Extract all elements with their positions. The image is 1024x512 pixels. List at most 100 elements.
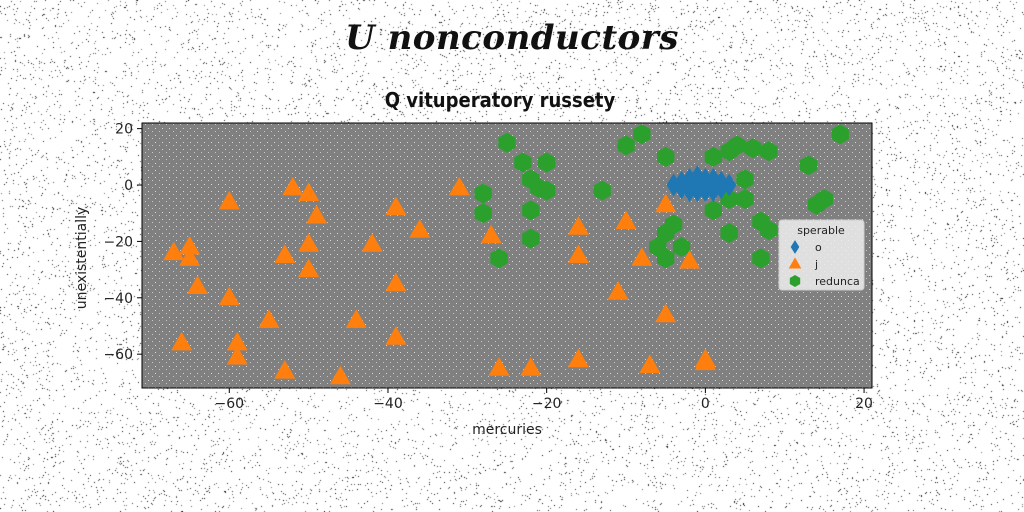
point-o-16 xyxy=(721,173,737,197)
point-j-11 xyxy=(274,360,296,379)
point-j-35 xyxy=(655,303,677,323)
point-redunca-25 xyxy=(728,135,746,156)
point-o-10 xyxy=(666,173,681,197)
point-j-26 xyxy=(488,357,510,376)
point-j-8 xyxy=(226,345,248,365)
legend-label-redunca: redunca xyxy=(815,275,860,288)
point-j-25 xyxy=(480,224,502,244)
x-tick-label: −20 xyxy=(532,396,562,412)
point-j-22 xyxy=(385,326,407,345)
point-j-19 xyxy=(361,233,383,252)
y-tick-label: 20 xyxy=(115,122,133,138)
point-j-17 xyxy=(329,365,351,385)
y-axis-label: unexistentially xyxy=(74,207,90,310)
point-j-33 xyxy=(631,247,653,266)
legend-label-j: j xyxy=(814,258,818,271)
point-j-12 xyxy=(282,176,304,196)
point-redunca-33 xyxy=(799,155,818,176)
legend-marker-redunca xyxy=(789,275,801,287)
point-j-7 xyxy=(226,331,248,351)
point-redunca-18 xyxy=(672,237,691,258)
point-redunca-11 xyxy=(593,180,611,201)
point-j-32 xyxy=(615,210,637,230)
point-j-16 xyxy=(306,205,328,224)
legend-marker-j xyxy=(788,257,802,269)
point-j-18 xyxy=(345,309,367,328)
point-j-15 xyxy=(298,258,320,278)
point-redunca-12 xyxy=(617,135,635,156)
point-j-37 xyxy=(679,250,700,269)
point-o-18 xyxy=(674,176,689,200)
y-tick-label: −60 xyxy=(103,347,133,363)
point-j-2 xyxy=(179,247,201,266)
point-j-36 xyxy=(655,193,677,213)
point-j-20 xyxy=(385,196,407,216)
point-j-28 xyxy=(567,216,589,235)
point-redunca-1 xyxy=(514,152,532,173)
point-redunca-19 xyxy=(657,248,675,269)
point-j-21 xyxy=(385,272,407,292)
point-redunca-35 xyxy=(815,189,834,210)
point-j-4 xyxy=(171,331,193,351)
x-tick-label: −60 xyxy=(215,396,245,412)
x-tick-label: −40 xyxy=(373,396,403,412)
point-redunca-14 xyxy=(657,146,675,167)
point-redunca-0 xyxy=(498,132,516,153)
point-redunca-4 xyxy=(538,180,556,201)
legend-box xyxy=(778,219,865,291)
point-j-5 xyxy=(218,190,240,210)
point-redunca-7 xyxy=(522,228,540,249)
point-redunca-26 xyxy=(736,189,754,210)
point-redunca-23 xyxy=(720,222,738,243)
point-redunca-20 xyxy=(704,200,722,221)
legend: sperable oj redunca xyxy=(778,219,865,291)
point-o-15 xyxy=(690,179,705,203)
point-redunca-27 xyxy=(736,169,754,190)
y-tick-label: −40 xyxy=(103,291,133,307)
point-j-39 xyxy=(694,348,716,368)
chart-title: Q vituperatory russety xyxy=(384,88,616,112)
point-redunca-36 xyxy=(831,124,849,145)
point-redunca-21 xyxy=(704,146,722,167)
point-redunca-9 xyxy=(474,183,492,204)
legend-title: sperable xyxy=(797,224,845,237)
x-axis: −60 −40 −20 0 20 xyxy=(215,388,873,412)
point-j-31 xyxy=(607,281,629,300)
x-axis-label: mercuries xyxy=(472,422,542,438)
point-j-34 xyxy=(639,354,661,373)
y-axis: 20 0 −20 −40 −60 xyxy=(103,122,142,363)
point-j-14 xyxy=(298,233,320,252)
point-j-10 xyxy=(274,244,296,263)
point-o-19 xyxy=(706,179,721,203)
point-j-9 xyxy=(258,309,280,328)
point-j-30 xyxy=(567,348,589,368)
legend-marker-o xyxy=(790,240,800,254)
point-j-1 xyxy=(179,236,201,255)
point-redunca-30 xyxy=(752,248,770,269)
point-redunca-16 xyxy=(664,214,683,235)
figure-suptitle: U nonconductors xyxy=(345,18,679,58)
point-j-13 xyxy=(298,182,320,201)
point-redunca-32 xyxy=(760,141,778,162)
y-tick-label: 0 xyxy=(124,178,133,194)
point-redunca-28 xyxy=(744,138,762,159)
point-redunca-6 xyxy=(522,200,540,221)
point-j-0 xyxy=(163,241,185,261)
data-marks xyxy=(163,124,849,385)
y-tick-label: −20 xyxy=(103,234,133,250)
point-o-8 xyxy=(690,165,705,189)
point-redunca-22 xyxy=(720,189,738,210)
point-redunca-31 xyxy=(760,220,778,241)
x-tick-label: 20 xyxy=(855,396,873,412)
point-o-17 xyxy=(698,173,713,197)
point-j-24 xyxy=(448,176,470,196)
point-j-3 xyxy=(187,275,209,295)
plot-frame xyxy=(141,122,873,389)
point-j-29 xyxy=(567,244,589,263)
point-j-27 xyxy=(520,357,542,376)
x-tick-label: 0 xyxy=(701,396,710,412)
point-j-6 xyxy=(218,286,240,306)
point-redunca-13 xyxy=(633,124,651,145)
point-redunca-8 xyxy=(490,248,508,269)
